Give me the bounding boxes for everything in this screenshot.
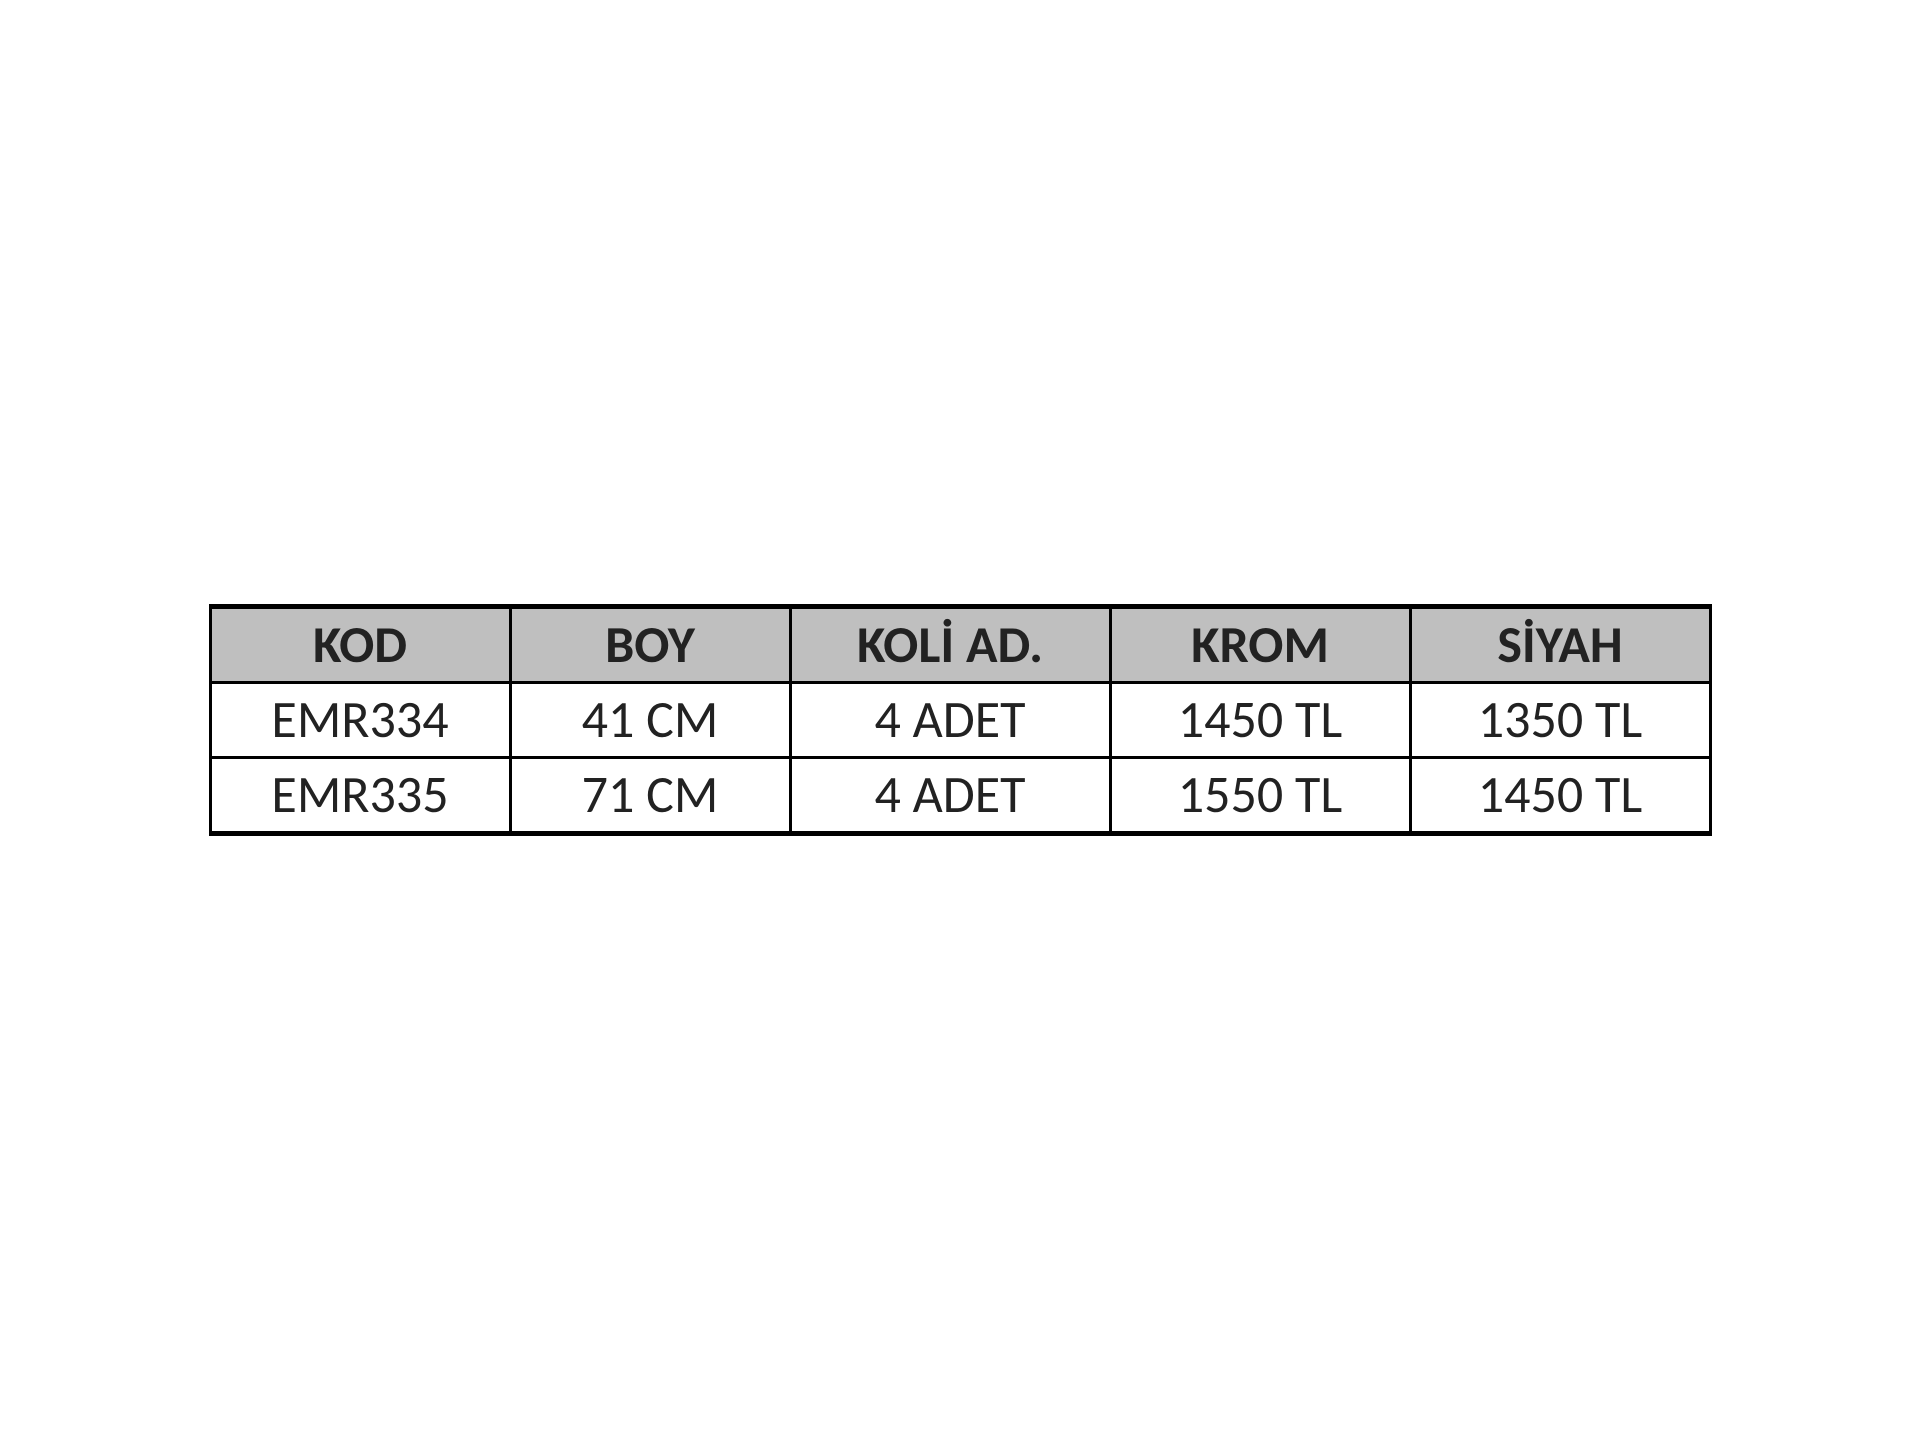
page-container: KOD BOY KOLİ AD. KROM SİYAH EMR334 41 CM… bbox=[0, 0, 1920, 1440]
header-koli-ad: KOLİ AD. bbox=[790, 607, 1110, 683]
header-boy: BOY bbox=[510, 607, 790, 683]
header-krom: KROM bbox=[1110, 607, 1410, 683]
table-header-row: KOD BOY KOLİ AD. KROM SİYAH bbox=[210, 607, 1710, 683]
cell-siyah: 1450 TL bbox=[1410, 757, 1710, 833]
cell-boy: 71 CM bbox=[510, 757, 790, 833]
cell-krom: 1450 TL bbox=[1110, 683, 1410, 758]
cell-koli-ad: 4 ADET bbox=[790, 683, 1110, 758]
cell-boy: 41 CM bbox=[510, 683, 790, 758]
product-price-table: KOD BOY KOLİ AD. KROM SİYAH EMR334 41 CM… bbox=[209, 604, 1712, 835]
header-kod: KOD bbox=[210, 607, 510, 683]
cell-krom: 1550 TL bbox=[1110, 757, 1410, 833]
cell-kod: EMR335 bbox=[210, 757, 510, 833]
cell-kod: EMR334 bbox=[210, 683, 510, 758]
header-siyah: SİYAH bbox=[1410, 607, 1710, 683]
cell-siyah: 1350 TL bbox=[1410, 683, 1710, 758]
table-row: EMR335 71 CM 4 ADET 1550 TL 1450 TL bbox=[210, 757, 1710, 833]
table-row: EMR334 41 CM 4 ADET 1450 TL 1350 TL bbox=[210, 683, 1710, 758]
cell-koli-ad: 4 ADET bbox=[790, 757, 1110, 833]
